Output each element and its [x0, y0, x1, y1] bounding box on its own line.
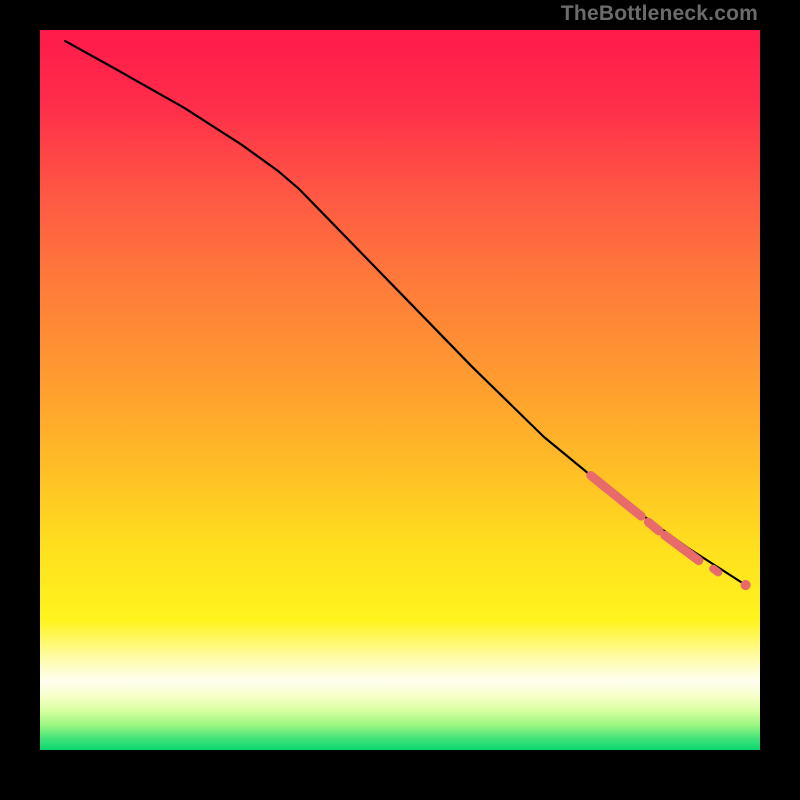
- plot-area: [40, 30, 760, 770]
- marker-segment: [713, 569, 718, 573]
- marker-segment: [648, 522, 659, 531]
- marker-segment: [665, 535, 699, 560]
- bottleneck-curve: [65, 41, 745, 585]
- marker-segments: [591, 475, 718, 572]
- attribution-text: TheBottleneck.com: [561, 2, 758, 26]
- end-marker-dot: [741, 580, 751, 590]
- chart-line-layer: [40, 30, 760, 770]
- marker-segment: [591, 475, 641, 516]
